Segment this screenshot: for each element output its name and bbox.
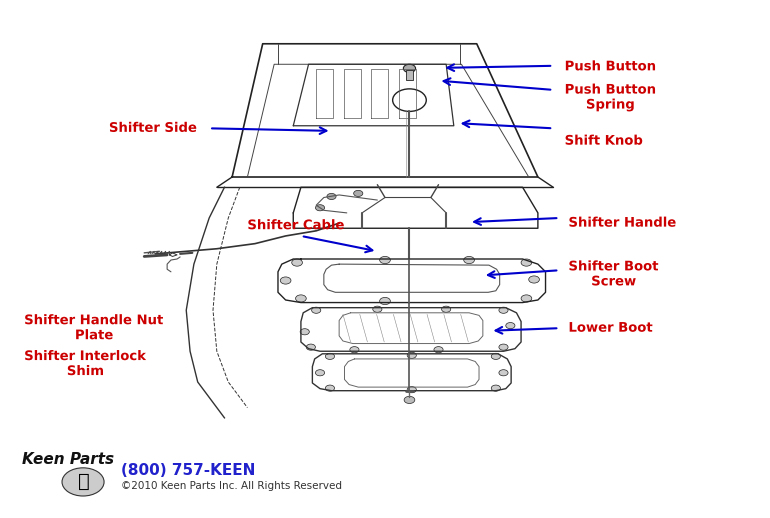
Circle shape (434, 347, 443, 353)
Text: Push Button: Push Button (564, 60, 657, 74)
Circle shape (491, 385, 500, 391)
Circle shape (296, 295, 306, 302)
Circle shape (521, 295, 532, 302)
Circle shape (529, 276, 540, 283)
Text: Lower Boot: Lower Boot (568, 322, 654, 335)
Circle shape (373, 306, 382, 312)
Circle shape (521, 259, 532, 266)
Circle shape (300, 329, 310, 335)
Circle shape (327, 193, 336, 199)
Text: Keen Parts: Keen Parts (22, 452, 114, 467)
Circle shape (350, 347, 359, 353)
Circle shape (464, 256, 474, 264)
Text: Push Button
Spring: Push Button Spring (564, 83, 657, 111)
Circle shape (353, 190, 363, 196)
Circle shape (407, 386, 417, 393)
Circle shape (499, 307, 508, 313)
Circle shape (316, 205, 325, 211)
Circle shape (292, 259, 303, 266)
Text: Shifter Boot
Screw: Shifter Boot Screw (568, 261, 659, 289)
Circle shape (280, 277, 291, 284)
Circle shape (312, 307, 321, 313)
Text: Shifter Interlock
Shim: Shifter Interlock Shim (24, 350, 147, 378)
Circle shape (316, 370, 325, 376)
Text: Shifter Handle Nut
Plate: Shifter Handle Nut Plate (24, 314, 164, 342)
Text: 🚗: 🚗 (78, 472, 89, 492)
Circle shape (404, 396, 415, 404)
Circle shape (407, 352, 417, 358)
Circle shape (380, 256, 390, 264)
Text: Shift Knob: Shift Knob (564, 135, 644, 148)
Circle shape (306, 344, 316, 350)
Text: Shifter Side: Shifter Side (109, 122, 198, 135)
Circle shape (326, 385, 334, 391)
Text: Shifter Cable: Shifter Cable (247, 219, 345, 232)
Circle shape (491, 353, 500, 359)
Text: (800) 757-KEEN: (800) 757-KEEN (121, 463, 256, 478)
Circle shape (506, 323, 515, 329)
Circle shape (441, 306, 450, 312)
Circle shape (326, 353, 334, 359)
Circle shape (380, 297, 390, 305)
Text: Shifter Handle: Shifter Handle (568, 217, 677, 229)
Bar (406, 70, 413, 80)
Circle shape (499, 370, 508, 376)
Circle shape (403, 64, 416, 73)
Text: ©2010 Keen Parts Inc. All Rights Reserved: ©2010 Keen Parts Inc. All Rights Reserve… (121, 481, 343, 491)
Circle shape (499, 344, 508, 350)
Ellipse shape (62, 468, 104, 496)
